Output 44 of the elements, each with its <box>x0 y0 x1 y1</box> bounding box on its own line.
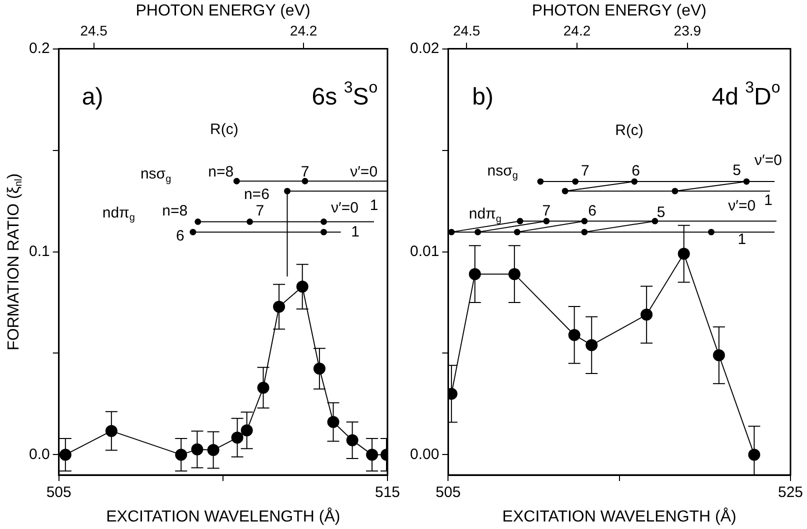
annotation: R(c) <box>615 122 644 140</box>
annotation: ν′=0 <box>350 164 378 181</box>
x2-tick-label: 24.5 <box>452 22 480 38</box>
x2-axis-title: PHOTON ENERGY (eV) <box>136 2 310 20</box>
y-tick-label: 0.1 <box>28 242 50 260</box>
annotation: 7 <box>300 164 310 181</box>
x-axis-title: EXCITATION WAVELENGTH (Å) <box>502 507 736 526</box>
y-tick-label: 0.02 <box>410 40 440 57</box>
annotation: 5 <box>732 162 741 179</box>
annotation: ν′=0 <box>728 198 756 215</box>
annotation: 6 <box>588 202 596 220</box>
x2-tick-label: 23.9 <box>674 22 702 38</box>
x-tick-label: 515 <box>374 484 400 502</box>
y-tick-label: 0.01 <box>410 242 440 260</box>
x-tick-label: 525 <box>778 484 803 502</box>
annotation: n=8 <box>208 164 234 181</box>
x2-tick-label: 24.2 <box>563 22 591 38</box>
annotation: 1 <box>764 192 772 210</box>
y-axis-title: FORMATION RATIO (ξnl) <box>5 173 25 350</box>
annotation: ν′=0 <box>331 199 358 216</box>
annotation: n=6 <box>244 186 270 204</box>
annotation: b) <box>472 83 494 110</box>
annotation: 7 <box>256 202 264 220</box>
annotation: 7 <box>542 202 551 220</box>
y-tick-label: 0.00 <box>410 446 440 463</box>
x-tick-label: 505 <box>46 484 72 502</box>
annotation: 1 <box>351 224 360 241</box>
y-tick-label: 0.0 <box>28 446 50 463</box>
annotation: 1 <box>738 230 746 248</box>
annotation: n=8 <box>162 202 188 220</box>
x2-tick-label: 24.5 <box>80 22 108 38</box>
annotation: a) <box>82 83 104 110</box>
x-axis-title: EXCITATION WAVELENGTH (Å) <box>106 507 340 526</box>
y-tick-label: 0.2 <box>28 40 50 57</box>
annotation: ν′=0 <box>754 152 782 170</box>
annotation: 5 <box>656 204 666 222</box>
annotation: 6 <box>632 162 640 180</box>
x2-tick-label: 24.2 <box>290 22 318 38</box>
annotation: 6 <box>176 227 184 244</box>
annotation: 7 <box>580 162 590 180</box>
annotation: R(c) <box>210 120 238 138</box>
x-tick-label: 505 <box>436 484 461 502</box>
annotation: 1 <box>370 197 378 214</box>
x2-axis-title: PHOTON ENERGY (eV) <box>532 2 706 20</box>
